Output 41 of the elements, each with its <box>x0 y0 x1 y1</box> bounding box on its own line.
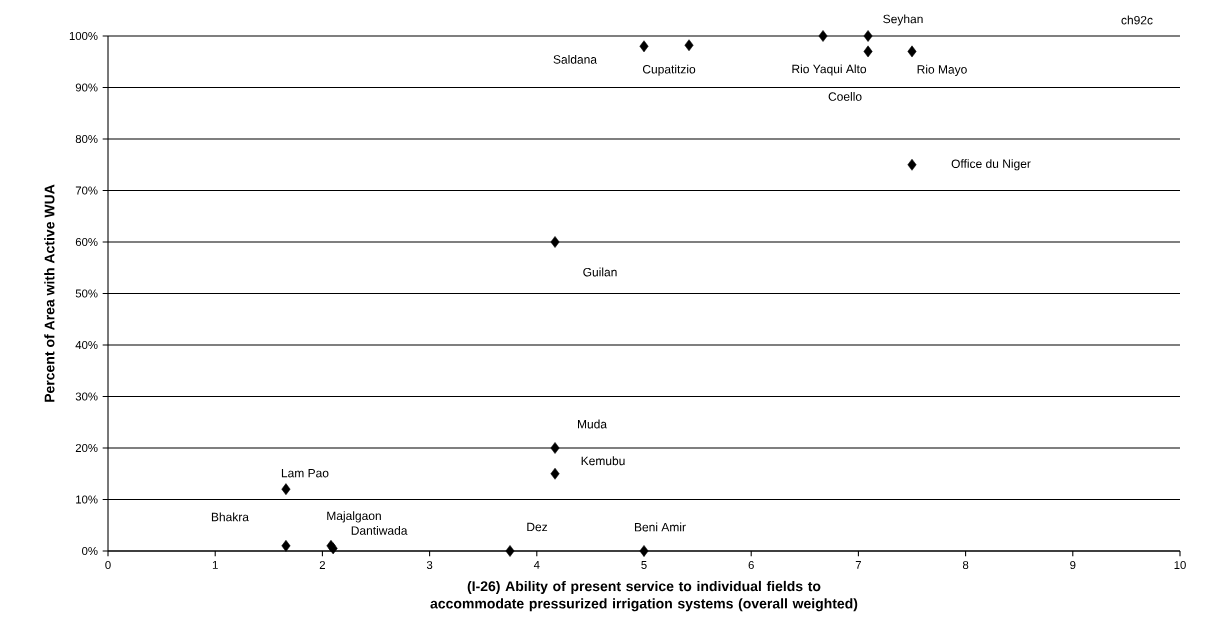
annotation: Dez <box>527 522 548 532</box>
y-tick-label: 60% <box>75 237 98 246</box>
text: ch92c <box>1121 15 1153 25</box>
x-tick-label: 0 <box>105 561 111 570</box>
y-tick-label: 30% <box>75 392 98 401</box>
annotation: Majalgaon <box>327 511 381 523</box>
annotation: Rio Yaqui Alto <box>792 64 867 76</box>
x-tick-label: 1 <box>212 561 218 569</box>
y-tick-label: 10% <box>76 495 98 504</box>
annotation: Rio Mayo <box>917 64 967 77</box>
annotation: Bhakra <box>211 512 249 522</box>
x-tick-label: 6 <box>748 561 754 570</box>
y-tick-label: 40% <box>75 340 98 349</box>
annotation: Dantiwada <box>351 526 408 535</box>
annotation: Kemubu <box>581 456 625 466</box>
x-tick-label: 4 <box>533 561 540 569</box>
y-tick-label: 20% <box>75 443 98 452</box>
y-tick-label: 50% <box>75 289 98 298</box>
annotation: Office du Niger <box>951 159 1031 171</box>
x-tick-label: 3 <box>426 561 433 570</box>
x-axis-title: (I-26) Ability of present service to individual fields to accommodate pressurized irrigation systems (overall weighted) <box>430 580 858 612</box>
y-tick-label: 70% <box>75 186 98 195</box>
y-tick-label: 80% <box>75 134 98 143</box>
y-tick-label: 90% <box>75 83 98 92</box>
x-tick-label: 9 <box>1070 561 1076 570</box>
annotation: Muda <box>578 419 608 429</box>
y-axis-title: Percent of Area with Active WUA <box>44 184 55 402</box>
annotation: Cupatitzio <box>642 64 696 76</box>
annotation: Saldana <box>553 54 598 64</box>
annotation: Seyhan <box>883 14 923 26</box>
annotation: Guilan <box>583 267 617 277</box>
x-tick-label: 8 <box>962 561 969 570</box>
x-tick-label: 7 <box>855 561 861 569</box>
annotation: Beni Amir <box>634 522 686 532</box>
annotation: Coello <box>828 92 862 101</box>
x-tick-label: 2 <box>319 561 325 569</box>
annotation: Lam Pao <box>281 469 329 478</box>
x-tick-label: 5 <box>641 561 647 569</box>
y-tick-label: 0% <box>82 546 98 555</box>
x-tick-label: 10 <box>1174 561 1186 570</box>
y-tick-label: 100% <box>69 31 98 40</box>
